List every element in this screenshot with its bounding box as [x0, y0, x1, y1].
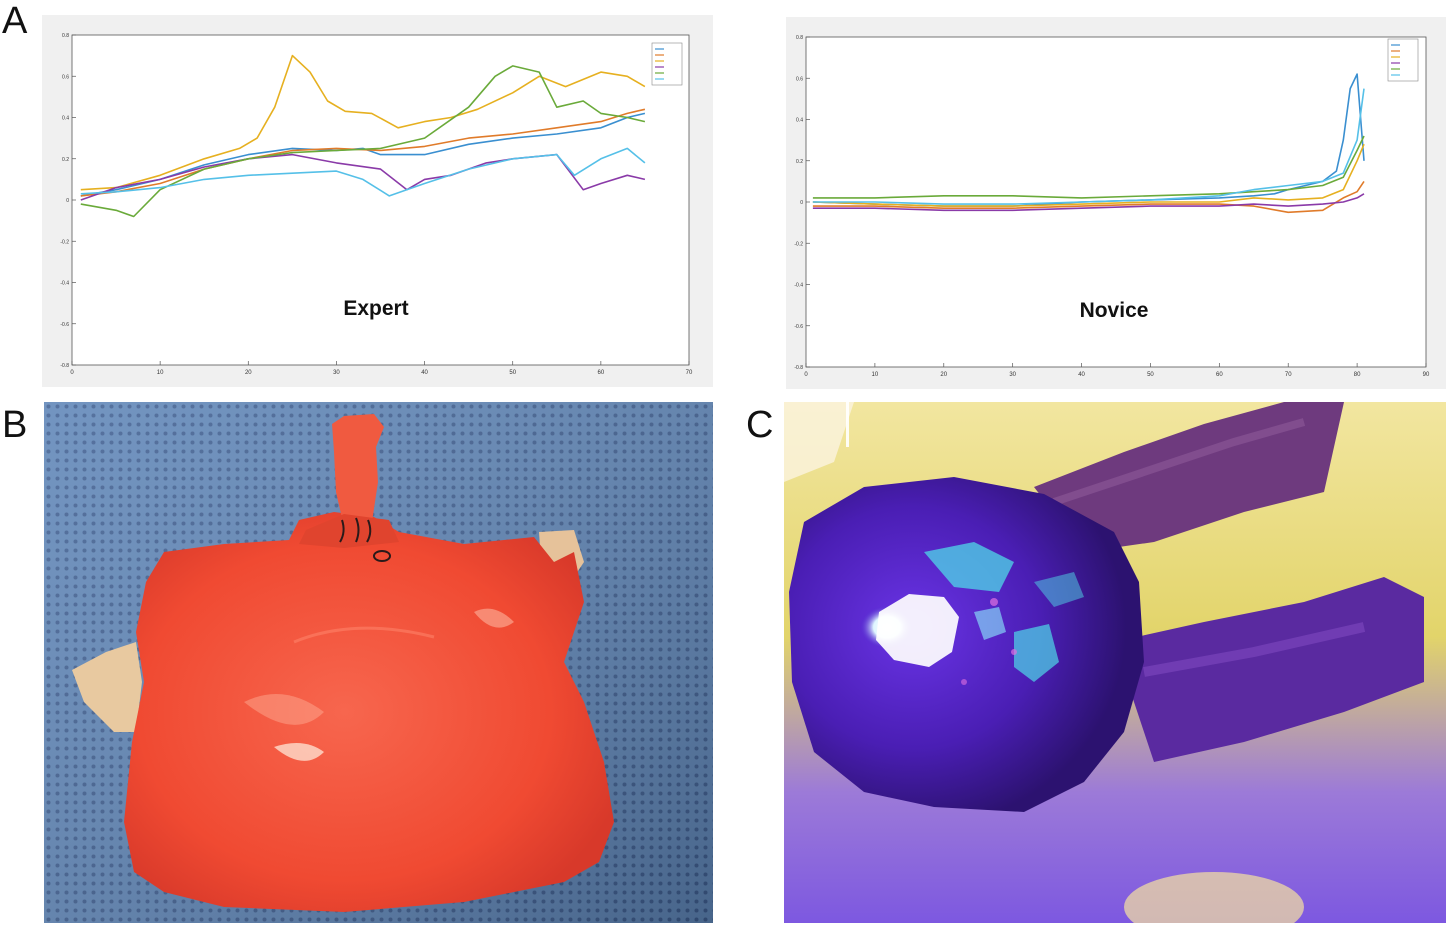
x-tick-label: 50	[509, 370, 516, 376]
plot-area	[71, 34, 690, 366]
series-line-6	[80, 147, 646, 197]
x-tick-label: 70	[1285, 372, 1292, 378]
x-tick-label: 80	[1354, 372, 1361, 378]
series-line-6	[812, 88, 1365, 205]
x-tick-label: 50	[1147, 372, 1154, 378]
x-tick-label: 0	[804, 372, 808, 378]
panel-letter-a: A	[2, 0, 28, 42]
x-tick-label: 40	[1078, 372, 1085, 378]
chart-annotation: Novice	[1080, 299, 1149, 322]
fluorescent-specimen-image	[784, 402, 1446, 923]
y-tick-label: -0.4	[60, 281, 69, 287]
y-tick-label: 0.8	[796, 35, 803, 41]
x-tick-label: 40	[421, 370, 428, 376]
series-line-3	[812, 143, 1365, 207]
y-tick-label: -0.8	[60, 363, 69, 369]
bright-fluorescent-spot	[876, 594, 959, 667]
fat-tissue-left	[72, 642, 142, 732]
y-tick-label: -0.4	[794, 283, 803, 289]
y-tick-label: -0.2	[60, 239, 69, 245]
y-tick-label: 0.4	[796, 118, 803, 124]
y-tick-label: -0.6	[794, 324, 803, 330]
x-tick-label: 20	[245, 370, 252, 376]
y-tick-label: -0.8	[794, 365, 803, 371]
x-tick-label: 0	[70, 370, 74, 376]
red-specimen-image	[44, 402, 713, 923]
lower-limb	[1114, 577, 1424, 762]
specimen-photo-c	[784, 402, 1446, 923]
y-tick-label: 0.6	[796, 76, 803, 82]
x-tick-label: 10	[872, 372, 879, 378]
panel-letter-b: B	[2, 404, 28, 446]
x-tick-label: 90	[1423, 372, 1430, 378]
y-tick-label: 0.4	[62, 116, 69, 122]
tissue-stem	[332, 414, 384, 527]
panel-letter-c: C	[746, 404, 774, 446]
y-tick-label: 0.6	[62, 74, 69, 80]
novice-chart: 0 10 20 30 40 50 60 70 80 90 -0.8 -0.6 -0.4 -0.2 0 0.2 0…	[786, 17, 1446, 389]
y-tick-label: 0	[66, 198, 69, 204]
y-tick-label: 0.2	[796, 159, 803, 165]
specimen-photo-b	[44, 402, 713, 923]
x-tick-label: 30	[333, 370, 340, 376]
y-tick-label: -0.6	[60, 322, 69, 328]
novice-chart-svg: 0 10 20 30 40 50 60 70 80 90 -0.8 -0.6 -0.4 -0.2 0 0.2 0…	[794, 35, 1430, 378]
series-line-2	[812, 180, 1365, 214]
series-line-5	[80, 65, 646, 218]
y-tick-label: 0.8	[62, 33, 69, 39]
x-tick-label: 60	[1216, 372, 1223, 378]
series-line-5	[812, 135, 1365, 199]
legend	[651, 42, 683, 86]
x-tick-label: 20	[940, 372, 947, 378]
y-tick-label: -0.2	[794, 241, 803, 247]
series-line-4	[80, 153, 646, 201]
y-tick-label: 0.2	[62, 157, 69, 163]
upper-limb	[1034, 402, 1344, 552]
series-line-1	[80, 112, 646, 197]
series-line-4	[812, 193, 1365, 212]
legend	[1387, 38, 1419, 82]
y-tick-label: 0	[800, 200, 803, 206]
series-line-3	[80, 54, 646, 191]
x-tick-label: 30	[1009, 372, 1016, 378]
series-line-2	[80, 108, 646, 197]
x-tick-label: 10	[157, 370, 164, 376]
chart-annotation: Expert	[343, 297, 408, 320]
x-tick-label: 70	[686, 370, 693, 376]
red-tissue-body	[124, 512, 614, 912]
x-tick-label: 60	[598, 370, 605, 376]
expert-chart: 0 10 20 30 40 50 60 70 -0.8 -0.6 -0.4 -0.2 0 0.2 0.4 0.…	[42, 15, 713, 387]
expert-chart-svg: 0 10 20 30 40 50 60 70 -0.8 -0.6 -0.4 -0.2 0 0.2 0.4 0.…	[60, 33, 693, 376]
plot-area	[805, 36, 1427, 368]
